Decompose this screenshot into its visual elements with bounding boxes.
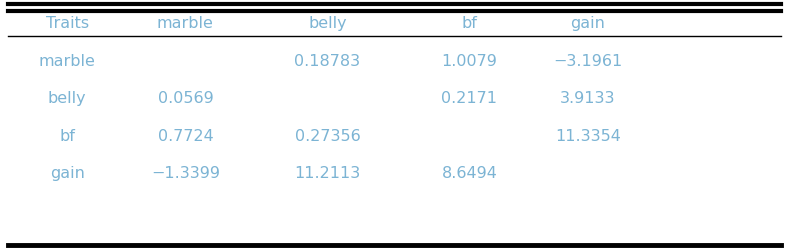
Text: 0.7724: 0.7724 xyxy=(158,129,213,144)
Text: gain: gain xyxy=(570,16,605,31)
Text: belly: belly xyxy=(48,91,86,106)
Text: bf: bf xyxy=(59,129,75,144)
Text: 0.0569: 0.0569 xyxy=(158,91,213,106)
Text: 1.0079: 1.0079 xyxy=(442,54,497,69)
Text: −3.1961: −3.1961 xyxy=(553,54,623,69)
Text: marble: marble xyxy=(39,54,95,69)
Text: 0.18783: 0.18783 xyxy=(294,54,361,69)
Text: 3.9133: 3.9133 xyxy=(560,91,615,106)
Text: 8.6494: 8.6494 xyxy=(442,166,497,181)
Text: belly: belly xyxy=(308,16,346,31)
Text: Traits: Traits xyxy=(46,16,88,31)
Text: gain: gain xyxy=(50,166,84,181)
Text: 11.3354: 11.3354 xyxy=(555,129,621,144)
Text: 0.27356: 0.27356 xyxy=(294,129,361,144)
Text: marble: marble xyxy=(157,16,214,31)
Text: 0.2171: 0.2171 xyxy=(442,91,497,106)
Text: 11.2113: 11.2113 xyxy=(294,166,361,181)
Text: bf: bf xyxy=(462,16,477,31)
Text: −1.3399: −1.3399 xyxy=(151,166,220,181)
